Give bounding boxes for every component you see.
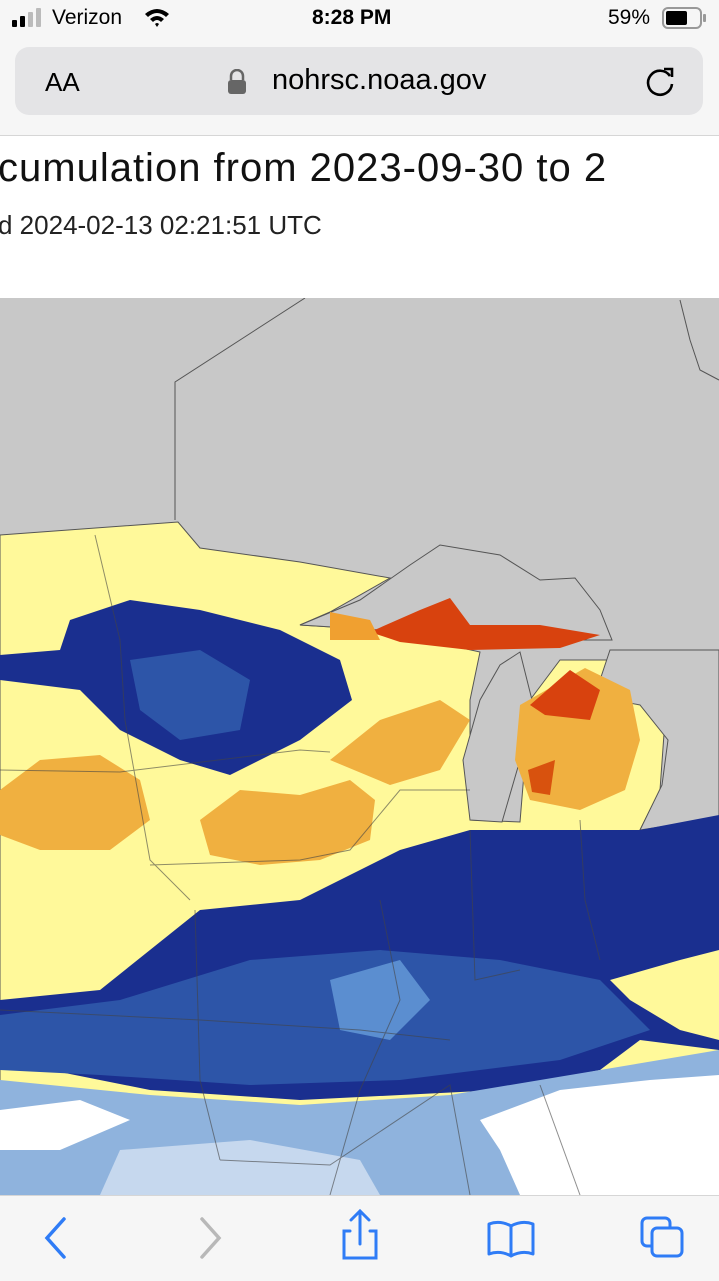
back-button[interactable] (44, 1217, 66, 1259)
clock: 8:28 PM (312, 6, 392, 29)
browser-toolbar (0, 1195, 719, 1281)
forward-button[interactable] (200, 1217, 222, 1259)
browser-chrome: AA nohrsc.noaa.gov (0, 40, 719, 136)
page-subtitle: d 2024-02-13 02:21:51 UTC (0, 210, 322, 240)
carrier: Verizon (52, 6, 123, 29)
status-bar: Verizon 8:28 PM 59% (0, 0, 719, 40)
signal-icon (12, 8, 41, 27)
tabs-button[interactable] (640, 1216, 684, 1258)
web-content: cumulation from 2023-09-30 to 2 d 2024-0… (0, 136, 719, 1195)
share-button[interactable] (342, 1208, 378, 1260)
battery-percent: 59% (608, 6, 651, 29)
battery-icon (662, 7, 706, 29)
url[interactable]: nohrsc.noaa.gov (272, 64, 487, 96)
address-bar[interactable]: AA nohrsc.noaa.gov (15, 47, 703, 115)
text-size-button[interactable]: AA (45, 67, 80, 97)
lock-icon (228, 69, 246, 94)
bookmarks-button[interactable] (487, 1220, 535, 1258)
toolbar-icons (44, 1208, 684, 1260)
page-title: cumulation from 2023-09-30 to 2 (0, 146, 608, 190)
snowfall-map (0, 298, 719, 1195)
wifi-icon (145, 9, 169, 27)
reload-button[interactable] (643, 64, 679, 100)
